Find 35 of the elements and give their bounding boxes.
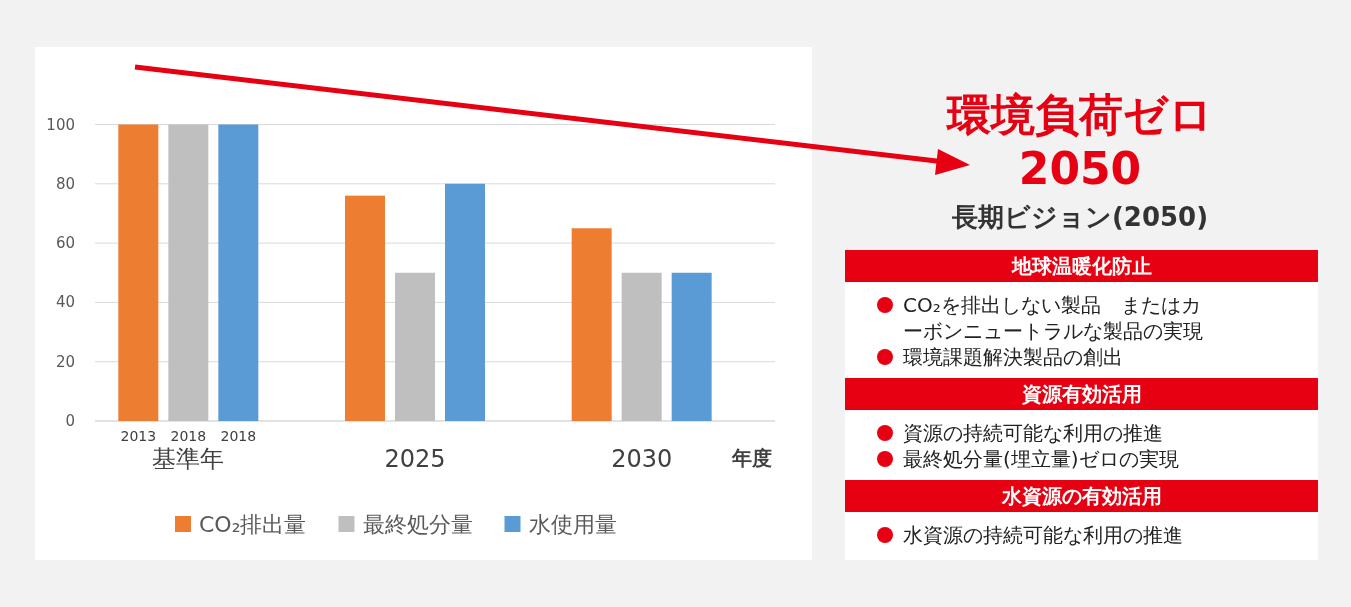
- y-tick-label: 60: [55, 234, 75, 253]
- text: 環境課題解決製品の創出: [903, 344, 1124, 370]
- bar: [671, 272, 712, 421]
- y-tick-label: 100: [46, 115, 75, 134]
- bar: [571, 228, 612, 421]
- text: 環境負荷ゼロ 2050: [945, 88, 1214, 196]
- text: 水資源の持続可能な利用の推進: [903, 522, 1184, 548]
- legend-label: CO₂排出量: [199, 512, 307, 537]
- bar: [445, 183, 485, 421]
- text: 資源の持続可能な利用の推進: [903, 420, 1164, 446]
- y-tick-label: 80: [55, 174, 75, 193]
- text: 資源有効活用: [845, 378, 1318, 410]
- bar: [118, 124, 159, 421]
- legend-label: 最終処分量: [362, 512, 473, 537]
- x-axis-title: 年度: [731, 446, 772, 470]
- text: 2013: [120, 428, 157, 444]
- y-tick-label: 40: [55, 293, 75, 312]
- legend-label: 水使用量: [528, 512, 617, 537]
- bar: [621, 272, 662, 421]
- text: 長期ビジョン(2050): [950, 201, 1210, 234]
- bar: [395, 272, 435, 421]
- text: CO₂を排出しない製品 またはカーボンニュートラルな製品の実現: [903, 292, 1204, 344]
- text: 水資源の有効活用: [845, 480, 1318, 512]
- y-tick-label: 0: [65, 412, 75, 430]
- x-tick-label: 2030: [611, 445, 673, 473]
- bar: [168, 124, 209, 421]
- text: 2018: [170, 428, 207, 444]
- bar: [218, 124, 259, 421]
- x-tick-label: 2025: [384, 445, 446, 473]
- text: 2018: [220, 428, 257, 444]
- bar: [345, 195, 385, 421]
- text: 最終処分量(埋立量)ゼロの実現: [903, 446, 1180, 472]
- y-tick-label: 20: [55, 352, 75, 371]
- text: 地球温暖化防止: [845, 250, 1318, 282]
- x-tick-label: 基準年: [152, 445, 225, 473]
